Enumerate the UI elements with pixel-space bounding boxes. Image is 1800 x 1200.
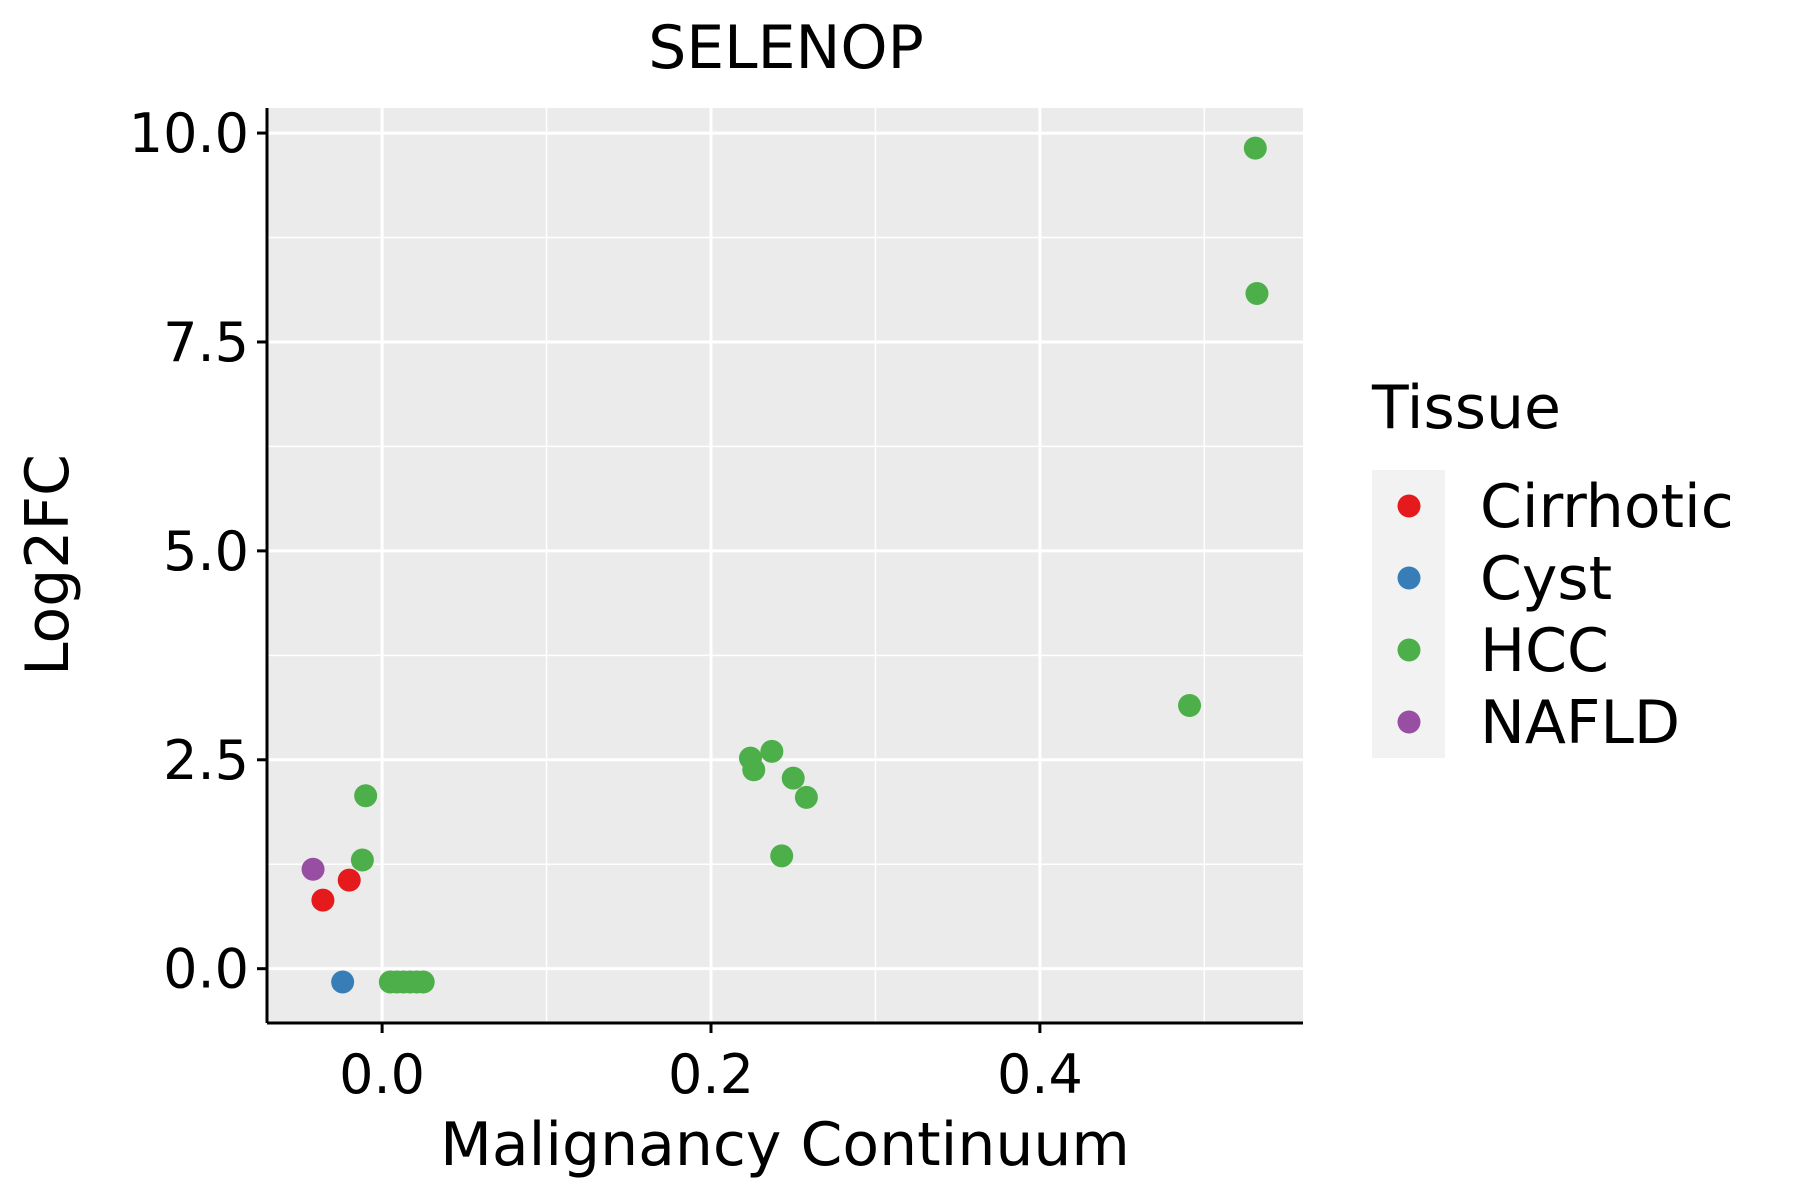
legend-key-nafld: [1397, 710, 1421, 734]
chart-title: SELENOP: [648, 13, 924, 83]
legend-title: Tissue: [1371, 373, 1561, 443]
data-point-cirrhotic: [311, 888, 335, 912]
x-tick-label: 0.2: [668, 1043, 754, 1106]
data-point-hcc: [1245, 282, 1269, 306]
y-axis-title: Log2FC: [13, 454, 83, 676]
x-tick-label: 0.4: [997, 1043, 1083, 1106]
x-axis-ticks: 0.0 0.2 0.4: [339, 1023, 1083, 1106]
x-axis-title: Malignancy Continuum: [440, 1110, 1130, 1180]
legend-label-cirrhotic: Cirrhotic: [1480, 472, 1734, 542]
legend-label-hcc: HCC: [1480, 616, 1609, 686]
plot-panel: [267, 108, 1303, 1023]
y-tick-label: 5.0: [163, 520, 249, 583]
legend-key-hcc: [1397, 638, 1421, 662]
data-point-hcc: [411, 970, 435, 994]
legend-label-nafld: NAFLD: [1480, 688, 1680, 758]
legend-key-cirrhotic: [1397, 494, 1421, 518]
y-tick-label: 10.0: [129, 102, 249, 165]
legend-key-background: [1372, 470, 1445, 758]
y-axis-ticks: 0.0 2.5 5.0 7.5 10.0: [129, 102, 267, 1001]
data-point-hcc: [781, 766, 805, 790]
data-point-hcc: [350, 848, 374, 872]
data-point-hcc: [760, 739, 784, 763]
grid-major: [267, 108, 1303, 1023]
data-points: [301, 136, 1269, 994]
data-point-hcc: [1243, 136, 1267, 160]
x-tick-label: 0.0: [339, 1043, 425, 1106]
legend-key-cyst: [1397, 566, 1421, 590]
legend-label-cyst: Cyst: [1480, 544, 1612, 614]
grid-minor: [267, 108, 1303, 1023]
data-point-hcc: [1178, 693, 1202, 717]
data-point-hcc: [794, 785, 818, 809]
y-tick-label: 0.0: [163, 938, 249, 1001]
data-point-hcc: [770, 844, 794, 868]
data-point-cirrhotic: [337, 868, 361, 892]
y-tick-label: 2.5: [163, 729, 249, 792]
data-point-cyst: [331, 970, 355, 994]
y-tick-label: 7.5: [163, 311, 249, 374]
data-point-nafld: [301, 857, 325, 881]
data-point-hcc: [742, 758, 766, 782]
data-point-hcc: [354, 784, 378, 808]
